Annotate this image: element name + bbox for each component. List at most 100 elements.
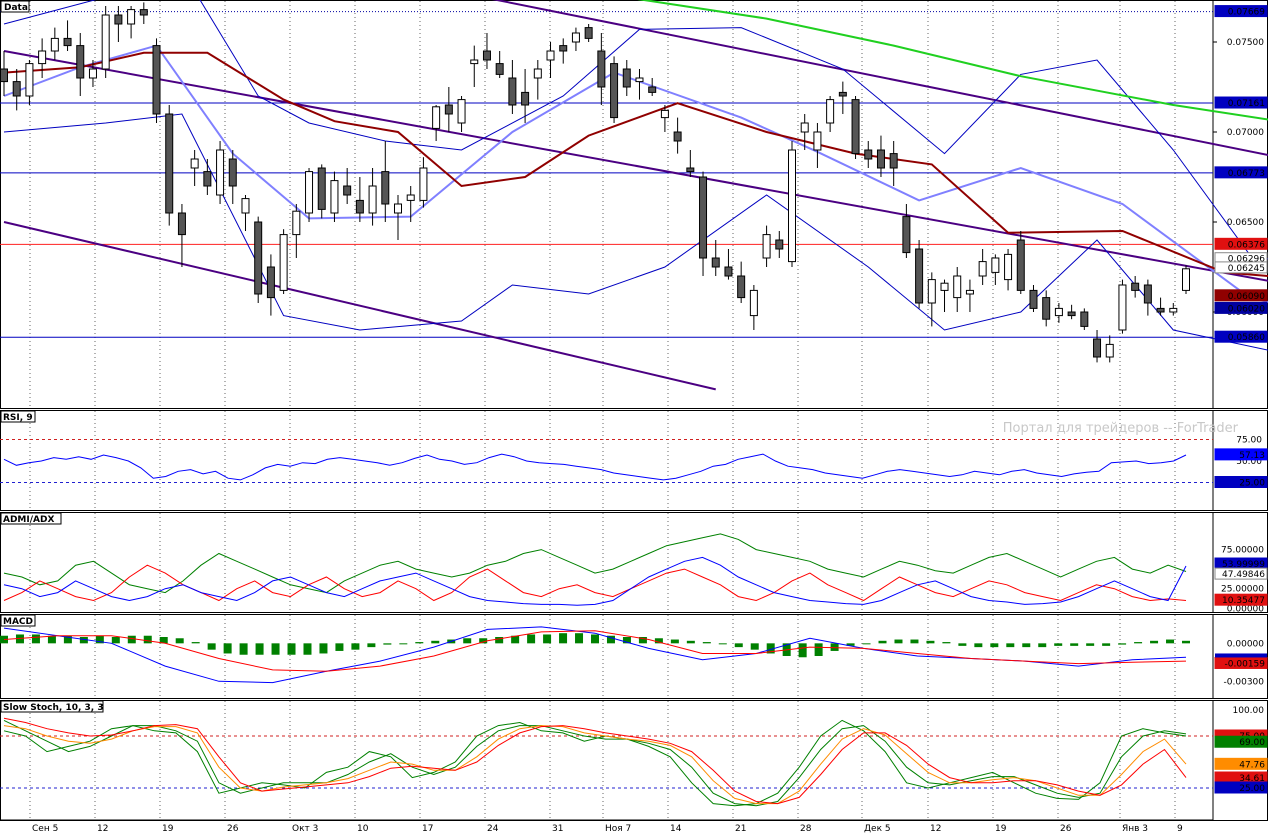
macd-hist-bar-15 xyxy=(239,643,248,655)
candle-body-17 xyxy=(216,149,225,196)
candle-body-23 xyxy=(292,210,301,236)
candle-body-25 xyxy=(317,167,326,210)
macd-hist-bar-59 xyxy=(942,642,951,644)
stoch-axis-25: 25.00 xyxy=(1239,784,1265,794)
candle-body-29 xyxy=(368,185,377,214)
candle-body-19 xyxy=(241,198,250,214)
candle-body-0 xyxy=(0,68,8,83)
pane-frame-1 xyxy=(0,410,1268,511)
rsi-line-0 xyxy=(3,453,1187,481)
candle-body-1 xyxy=(12,81,21,97)
candle-body-71 xyxy=(902,216,911,254)
candle-body-86 xyxy=(1093,338,1102,358)
price-label-0-bg xyxy=(1214,5,1268,18)
macd-hist-bar-48 xyxy=(766,643,775,654)
macd-value-blue-strip xyxy=(1215,653,1267,658)
candle-body-80 xyxy=(1016,239,1025,291)
candle-body-10 xyxy=(127,9,136,25)
rsi-axis-25-bg xyxy=(1214,476,1268,488)
candle-body-38 xyxy=(482,50,491,61)
candle-body-6 xyxy=(76,45,85,79)
candle-body-24 xyxy=(305,171,314,214)
price-label-6: 0.06090 xyxy=(1228,292,1265,302)
date-label-7: 24 xyxy=(487,824,499,834)
macd-hist-bar-71 xyxy=(1134,642,1143,644)
candle-body-85 xyxy=(1080,311,1089,327)
price-label-3-bg xyxy=(1214,237,1268,250)
price-label-7-bg xyxy=(1214,301,1268,314)
date-label-11: 21 xyxy=(735,824,746,834)
candle-body-63 xyxy=(800,122,809,133)
price-title: Data xyxy=(4,3,28,13)
macd-axis-0: 0.00000 xyxy=(1227,639,1264,649)
macd-hist-bar-47 xyxy=(750,643,759,650)
pane-frame-0 xyxy=(0,0,1268,409)
macd-hist-bar-61 xyxy=(974,643,983,648)
candle-body-75 xyxy=(953,275,962,299)
macd-hist-bar-5 xyxy=(79,637,88,644)
macd-hist-bar-13 xyxy=(207,643,216,650)
candle-body-21 xyxy=(266,266,275,299)
candle-body-22 xyxy=(279,234,288,291)
macd-hist-bar-31 xyxy=(495,637,504,644)
candle-body-55 xyxy=(699,176,708,259)
candle-body-37 xyxy=(470,59,479,65)
date-label-18: 9 xyxy=(1177,824,1183,834)
candle-body-60 xyxy=(762,234,771,259)
macd-hist-bar-62 xyxy=(990,643,999,648)
candle-body-73 xyxy=(927,279,936,304)
candle-body-12 xyxy=(152,45,161,115)
macd-title: MACD xyxy=(3,617,33,627)
candle-body-49 xyxy=(622,68,631,88)
macd-hist-bar-18 xyxy=(287,643,296,655)
date-label-8: 31 xyxy=(552,824,563,834)
candle-body-51 xyxy=(648,86,657,93)
macd-hist-bar-53 xyxy=(846,643,855,646)
candle-body-84 xyxy=(1067,311,1076,317)
candle-body-36 xyxy=(457,99,466,124)
candle-body-44 xyxy=(559,45,568,52)
macd-hist-bar-20 xyxy=(319,643,328,654)
macd-signal-line xyxy=(3,630,1187,672)
macd-hist-bar-36 xyxy=(575,633,584,644)
date-label-14: 12 xyxy=(930,824,941,834)
macd-hist-bar-23 xyxy=(367,643,376,648)
channel-line-0 xyxy=(3,50,1268,282)
macd-hist-bar-3 xyxy=(47,635,56,644)
macd-hist-bar-22 xyxy=(351,643,360,650)
candle-body-64 xyxy=(813,131,822,151)
macd-hist-bar-73 xyxy=(1166,639,1175,644)
candle-body-54 xyxy=(686,167,695,173)
candle-body-2 xyxy=(25,63,34,97)
candle-body-92 xyxy=(1169,307,1178,313)
macd-hist-bar-1 xyxy=(15,634,24,644)
candle-body-8 xyxy=(101,14,110,70)
macd-hist-bar-65 xyxy=(1038,643,1047,648)
candle-body-15 xyxy=(190,158,199,169)
price-label-2-bg xyxy=(1214,166,1268,179)
channel-line-1 xyxy=(3,221,716,391)
candle-body-45 xyxy=(571,32,580,43)
ema-red-line xyxy=(3,51,1268,277)
candle-body-74 xyxy=(940,282,949,291)
date-label-6: 17 xyxy=(422,824,433,834)
candle-body-41 xyxy=(521,91,530,106)
macd-hist-bar-16 xyxy=(255,643,264,655)
rsi-value-bg xyxy=(1214,448,1268,461)
adx-value-red: 10.35477 xyxy=(1222,596,1265,606)
candle-body-69 xyxy=(876,149,885,169)
candle-body-82 xyxy=(1042,297,1051,320)
macd-hist-bar-68 xyxy=(1086,643,1095,646)
price-tick-label-1: 0.07000 xyxy=(1227,128,1264,138)
macd-hist-bar-26 xyxy=(415,642,424,644)
macd-hist-bar-64 xyxy=(1022,643,1031,648)
rsi-title: RSI, 9 xyxy=(3,413,33,423)
candle-body-81 xyxy=(1029,289,1038,309)
macd-hist-bar-10 xyxy=(159,637,168,644)
candle-body-50 xyxy=(635,77,644,83)
stoch-title-bg xyxy=(0,700,104,713)
price-label-5: 0.06245 xyxy=(1228,264,1265,274)
candle-body-68 xyxy=(864,149,873,160)
macd-hist-bar-9 xyxy=(143,635,152,644)
